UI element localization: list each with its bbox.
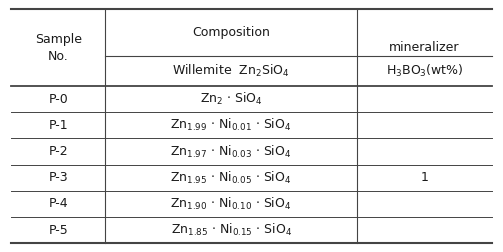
Text: Zn$_{1.95}$ $\cdot$ Ni$_{0.05}$ $\cdot$ SiO$_4$: Zn$_{1.95}$ $\cdot$ Ni$_{0.05}$ $\cdot$ …	[171, 170, 292, 186]
Text: P-2: P-2	[48, 145, 68, 158]
Text: Zn$_{1.97}$ $\cdot$ Ni$_{0.03}$ $\cdot$ SiO$_4$: Zn$_{1.97}$ $\cdot$ Ni$_{0.03}$ $\cdot$ …	[171, 144, 292, 160]
Text: P-5: P-5	[48, 224, 68, 237]
Text: Zn$_2$ $\cdot$ SiO$_4$: Zn$_2$ $\cdot$ SiO$_4$	[200, 91, 263, 107]
Text: Sample
No.: Sample No.	[35, 33, 81, 62]
Text: P-4: P-4	[48, 197, 68, 210]
Text: Willemite  Zn$_2$SiO$_4$: Willemite Zn$_2$SiO$_4$	[173, 63, 290, 79]
Text: Composition: Composition	[192, 26, 270, 39]
Text: H$_3$BO$_3$(wt%): H$_3$BO$_3$(wt%)	[386, 63, 463, 79]
Text: P-1: P-1	[48, 119, 68, 132]
Text: mineralizer: mineralizer	[389, 41, 460, 54]
Text: P-3: P-3	[48, 171, 68, 184]
Text: 1: 1	[421, 171, 429, 184]
Text: Zn$_{1.90}$ $\cdot$ Ni$_{0.10}$ $\cdot$ SiO$_4$: Zn$_{1.90}$ $\cdot$ Ni$_{0.10}$ $\cdot$ …	[171, 196, 292, 212]
Text: Zn$_{1.99}$ $\cdot$ Ni$_{0.01}$ $\cdot$ SiO$_4$: Zn$_{1.99}$ $\cdot$ Ni$_{0.01}$ $\cdot$ …	[171, 117, 292, 134]
Text: Zn$_{1.85}$ $\cdot$ Ni$_{0.15}$ $\cdot$ SiO$_4$: Zn$_{1.85}$ $\cdot$ Ni$_{0.15}$ $\cdot$ …	[171, 222, 292, 238]
Text: P-0: P-0	[48, 93, 68, 106]
